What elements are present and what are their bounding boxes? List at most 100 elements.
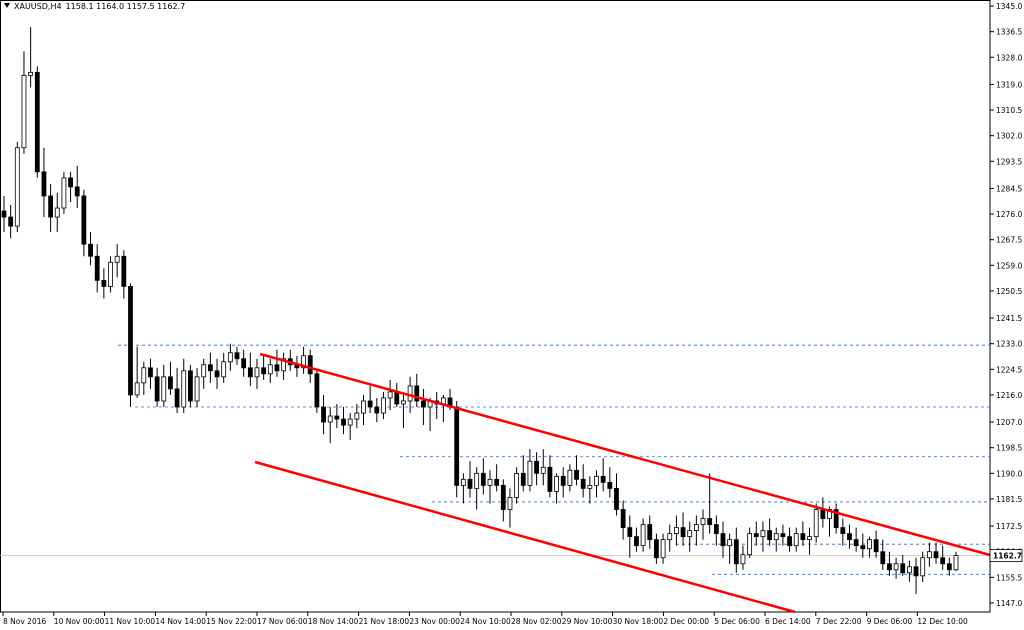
candle[interactable] — [494, 478, 500, 486]
candle[interactable] — [327, 415, 333, 423]
candle[interactable] — [174, 388, 180, 408]
candle[interactable] — [94, 255, 100, 281]
candle[interactable] — [707, 518, 713, 525]
candle[interactable] — [873, 539, 879, 553]
candle[interactable] — [827, 509, 832, 519]
candle[interactable] — [560, 475, 566, 486]
candle[interactable] — [933, 551, 939, 559]
candle[interactable] — [660, 539, 666, 559]
candle[interactable] — [307, 355, 313, 375]
candle[interactable] — [354, 412, 360, 420]
candle[interactable] — [181, 370, 187, 408]
candle[interactable] — [207, 364, 213, 372]
candle[interactable] — [647, 524, 653, 541]
candle[interactable] — [680, 527, 686, 538]
candle[interactable] — [381, 397, 386, 414]
candle[interactable] — [301, 355, 306, 369]
candle[interactable] — [414, 385, 420, 402]
candle[interactable] — [121, 255, 127, 287]
candle[interactable] — [807, 536, 812, 541]
candle[interactable] — [101, 279, 107, 287]
candle[interactable] — [261, 367, 267, 375]
candle[interactable] — [361, 400, 366, 414]
candle[interactable] — [68, 177, 73, 188]
candle[interactable] — [800, 533, 806, 541]
candle[interactable] — [847, 533, 852, 541]
candle[interactable] — [926, 551, 932, 559]
candle[interactable] — [640, 524, 646, 547]
candle[interactable] — [128, 286, 133, 396]
candle[interactable] — [347, 418, 353, 426]
candle[interactable] — [507, 497, 513, 510]
candle[interactable] — [580, 478, 586, 489]
candle[interactable] — [747, 533, 753, 556]
candle[interactable] — [387, 391, 393, 399]
candle[interactable] — [74, 186, 80, 197]
candle[interactable] — [214, 370, 220, 378]
candle[interactable] — [394, 391, 400, 405]
lower-trend-line[interactable] — [254, 460, 796, 614]
candle[interactable] — [627, 527, 633, 538]
upper-trend-line[interactable] — [259, 352, 991, 557]
candle[interactable] — [853, 539, 859, 547]
candle[interactable] — [893, 563, 899, 571]
candle[interactable] — [727, 539, 733, 547]
candle[interactable] — [753, 533, 759, 538]
candle[interactable] — [141, 367, 147, 384]
candle[interactable] — [780, 533, 786, 538]
candle[interactable] — [787, 536, 792, 547]
candle[interactable] — [421, 400, 426, 408]
candle[interactable] — [61, 177, 67, 209]
candle[interactable] — [867, 539, 872, 550]
candle[interactable] — [1, 210, 7, 218]
candle[interactable] — [673, 527, 679, 535]
candle[interactable] — [700, 518, 706, 525]
candle[interactable] — [154, 376, 160, 402]
candle[interactable] — [693, 524, 699, 532]
candle[interactable] — [687, 530, 693, 538]
candle[interactable] — [667, 533, 673, 541]
candle[interactable] — [460, 478, 466, 486]
candle[interactable] — [28, 71, 34, 76]
candle[interactable] — [374, 406, 380, 414]
candle[interactable] — [21, 74, 27, 149]
candle[interactable] — [148, 367, 153, 378]
candle[interactable] — [254, 367, 260, 378]
candle[interactable] — [946, 563, 952, 571]
candle[interactable] — [840, 527, 846, 535]
candle[interactable] — [614, 487, 619, 510]
candle[interactable] — [767, 530, 772, 541]
candle[interactable] — [367, 400, 373, 408]
candle[interactable] — [467, 478, 473, 489]
candle[interactable] — [607, 481, 613, 489]
candle[interactable] — [887, 563, 892, 571]
candle[interactable] — [480, 472, 486, 486]
candle[interactable] — [913, 566, 919, 577]
candle[interactable] — [953, 555, 959, 571]
candle[interactable] — [454, 406, 460, 486]
candle[interactable] — [281, 358, 287, 372]
candle[interactable] — [600, 475, 606, 483]
candle[interactable] — [341, 418, 346, 426]
candle[interactable] — [487, 478, 493, 486]
candle[interactable] — [594, 475, 599, 486]
candle[interactable] — [880, 551, 886, 565]
candle[interactable] — [813, 509, 819, 538]
candle[interactable] — [134, 382, 140, 396]
candle[interactable] — [334, 415, 340, 420]
candle[interactable] — [168, 376, 173, 390]
candle[interactable] — [620, 509, 626, 528]
candle[interactable] — [740, 554, 746, 565]
candle[interactable] — [860, 545, 866, 550]
candle[interactable] — [234, 352, 240, 360]
collapse-triangle-icon[interactable] — [4, 3, 10, 8]
candle[interactable] — [34, 71, 40, 173]
candle[interactable] — [554, 475, 559, 492]
candle[interactable] — [920, 557, 926, 577]
candle[interactable] — [634, 536, 639, 547]
candle[interactable] — [520, 472, 526, 486]
candle[interactable] — [227, 352, 233, 363]
candle[interactable] — [654, 539, 659, 559]
candle[interactable] — [8, 216, 14, 227]
candle[interactable] — [274, 364, 280, 372]
